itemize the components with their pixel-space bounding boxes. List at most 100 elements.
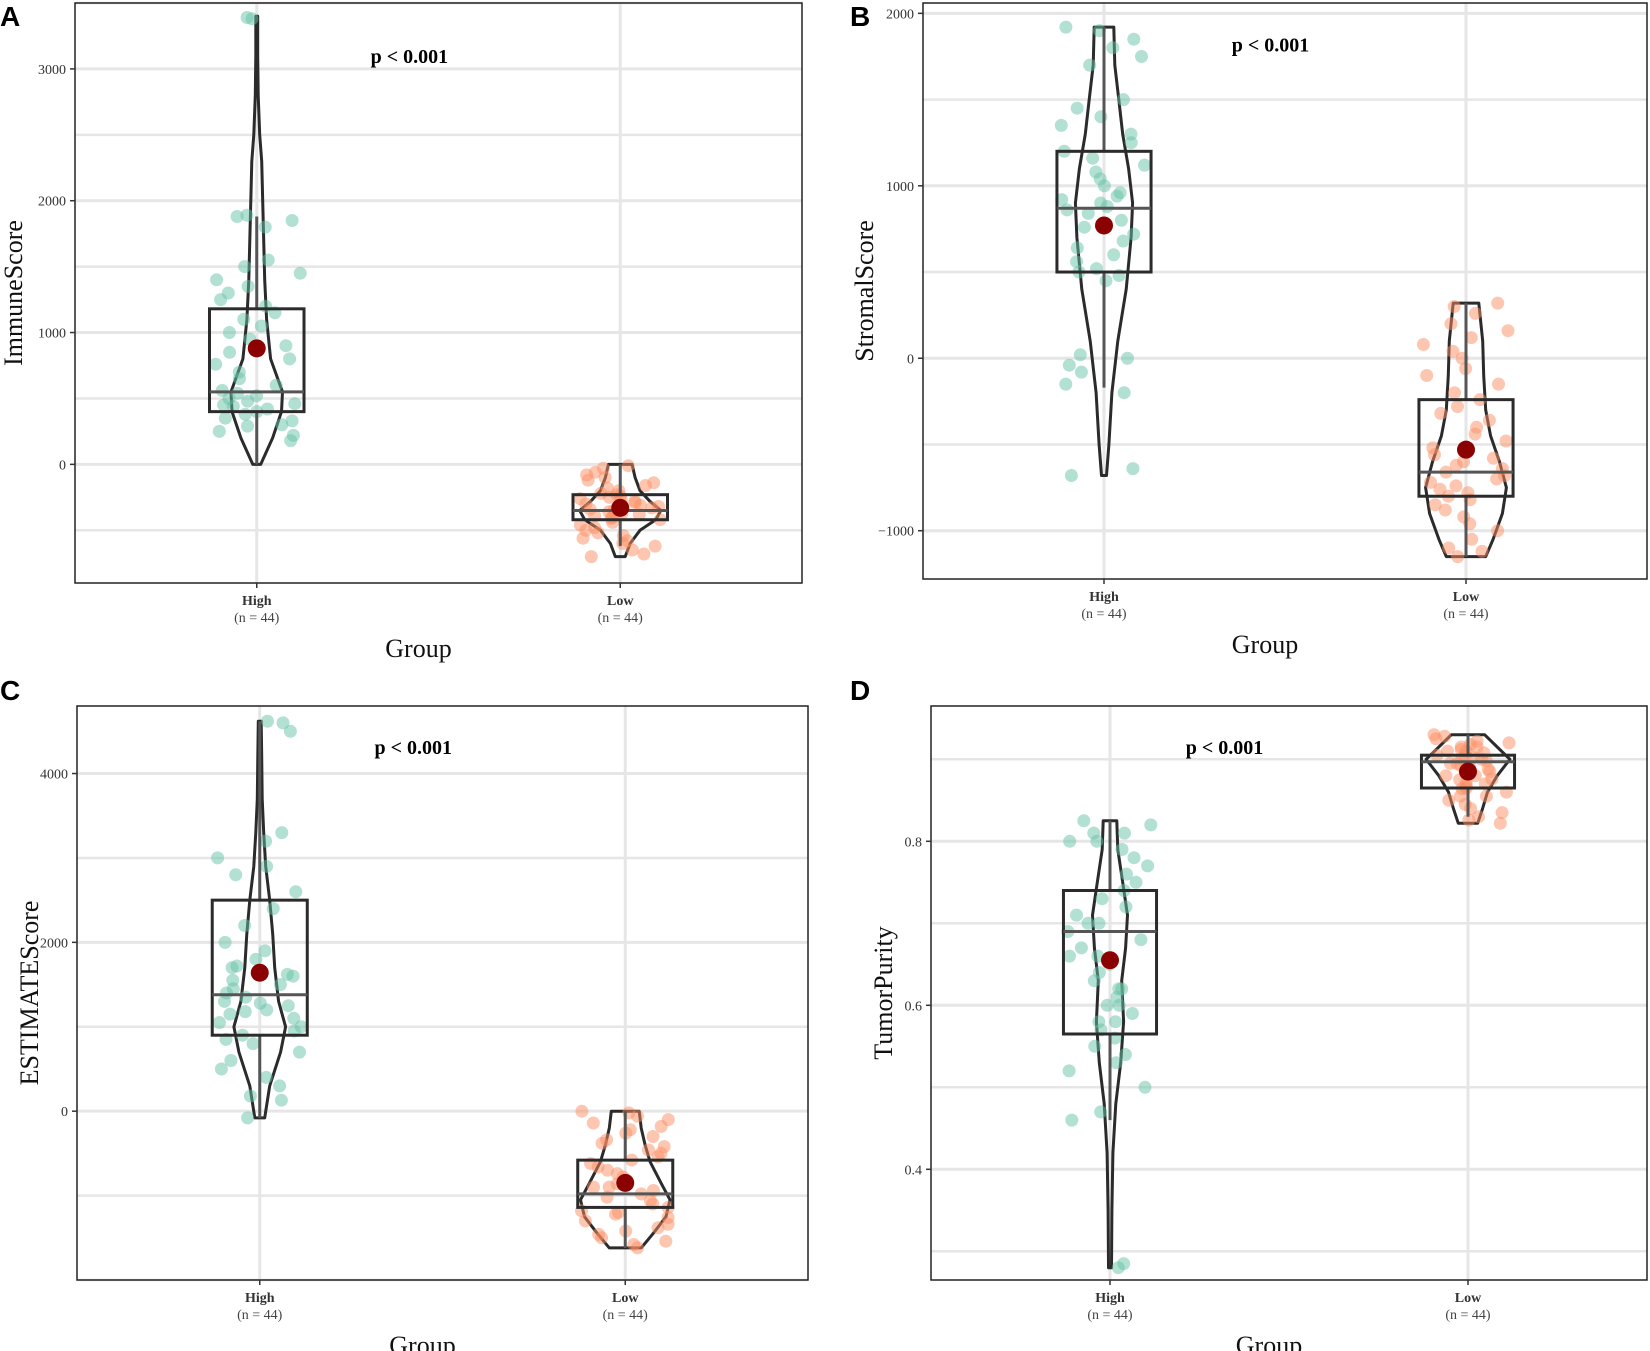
data-point (1454, 740, 1468, 754)
mean-point (250, 963, 269, 982)
panel-letter: B (850, 1, 870, 32)
data-point (1109, 1015, 1122, 1029)
mean-point (1095, 216, 1113, 235)
data-point (651, 1221, 665, 1235)
box (1417, 398, 1515, 498)
panel-letter: C (0, 675, 20, 706)
box (210, 898, 309, 1037)
data-point (226, 973, 240, 987)
data-point (573, 518, 587, 532)
data-point (276, 716, 290, 730)
data-point (1062, 358, 1076, 372)
y-tick-label: 2000 (886, 7, 914, 22)
x-axis-title: Group (389, 1331, 455, 1351)
x-category-label: Low (1453, 590, 1480, 605)
data-point (1092, 966, 1106, 979)
data-point (1499, 434, 1513, 448)
data-point (596, 461, 610, 475)
y-tick-label: 0.4 (905, 1163, 923, 1178)
data-point (657, 1140, 671, 1154)
data-point (1446, 344, 1460, 358)
data-point (212, 424, 226, 438)
y-tick-label: 2000 (38, 195, 66, 210)
data-point (1492, 377, 1505, 391)
data-point (1070, 908, 1083, 922)
y-tick-label: 0 (59, 458, 66, 473)
p-value-annotation: p < 0.001 (374, 737, 452, 759)
data-point (1141, 859, 1155, 873)
data-point (592, 1227, 606, 1241)
box (571, 493, 670, 522)
grid (75, 1, 802, 583)
data-point (575, 1104, 589, 1118)
data-point (218, 411, 232, 425)
data-point (1092, 916, 1106, 930)
data-point (1420, 369, 1434, 382)
y-tick-label: 1000 (886, 180, 914, 195)
data-point (294, 1020, 308, 1034)
y-axis-title: ImmuneScore (0, 220, 28, 366)
data-point (1495, 806, 1509, 820)
data-point (273, 1079, 287, 1093)
data-point (1063, 949, 1076, 963)
data-point (1094, 196, 1108, 210)
data-point (1117, 1257, 1131, 1271)
data-point (239, 990, 253, 1004)
data-point (279, 339, 293, 353)
data-point (1482, 413, 1496, 427)
y-tick-label: 3000 (38, 63, 66, 78)
x-category-label: High (1089, 590, 1119, 605)
data-point (261, 253, 275, 267)
x-axis-title: Group (385, 634, 451, 663)
series-low (571, 459, 670, 564)
box (1055, 149, 1153, 274)
data-point (238, 919, 252, 932)
data-point (249, 952, 263, 966)
data-point (1059, 377, 1073, 391)
y-tick-label: 1000 (38, 327, 66, 342)
x-category-label: High (242, 594, 272, 609)
data-point (600, 1133, 614, 1147)
data-point (1070, 241, 1084, 255)
plot-frame (76, 705, 809, 1281)
data-point (258, 220, 272, 234)
data-point (1126, 462, 1140, 476)
data-point (212, 1016, 226, 1029)
x-category-label: Low (1455, 1291, 1482, 1306)
data-point (223, 345, 237, 359)
data-point (1118, 826, 1131, 840)
data-point (275, 418, 289, 432)
data-point (588, 521, 602, 535)
data-point (1442, 793, 1456, 807)
data-point (647, 476, 661, 490)
y-tick-label: 0 (907, 352, 914, 367)
x-count-label: (n = 44) (1081, 607, 1127, 622)
data-point (1074, 941, 1088, 955)
data-point (627, 1238, 641, 1251)
panel-letter: D (850, 675, 870, 706)
data-point (1055, 193, 1069, 207)
data-point (1119, 900, 1133, 914)
data-point (1426, 441, 1440, 455)
data-point (637, 547, 651, 561)
data-point (1444, 317, 1458, 331)
data-point (223, 1007, 237, 1021)
data-point (241, 279, 255, 293)
data-point (209, 357, 223, 371)
data-point (224, 1054, 238, 1067)
data-point (259, 1070, 273, 1084)
data-point (1475, 544, 1489, 558)
data-point (1106, 41, 1120, 55)
data-point (1457, 510, 1471, 524)
data-point (1062, 1064, 1076, 1078)
data-point (1501, 324, 1515, 338)
grid (923, 3, 1647, 579)
data-point (1470, 734, 1484, 748)
data-point (1087, 826, 1101, 840)
data-point (643, 1194, 657, 1208)
data-point (1083, 58, 1097, 72)
data-point (1064, 469, 1078, 482)
data-point (261, 714, 274, 728)
y-tick-label: 0.8 (905, 835, 923, 850)
data-point (269, 378, 283, 392)
